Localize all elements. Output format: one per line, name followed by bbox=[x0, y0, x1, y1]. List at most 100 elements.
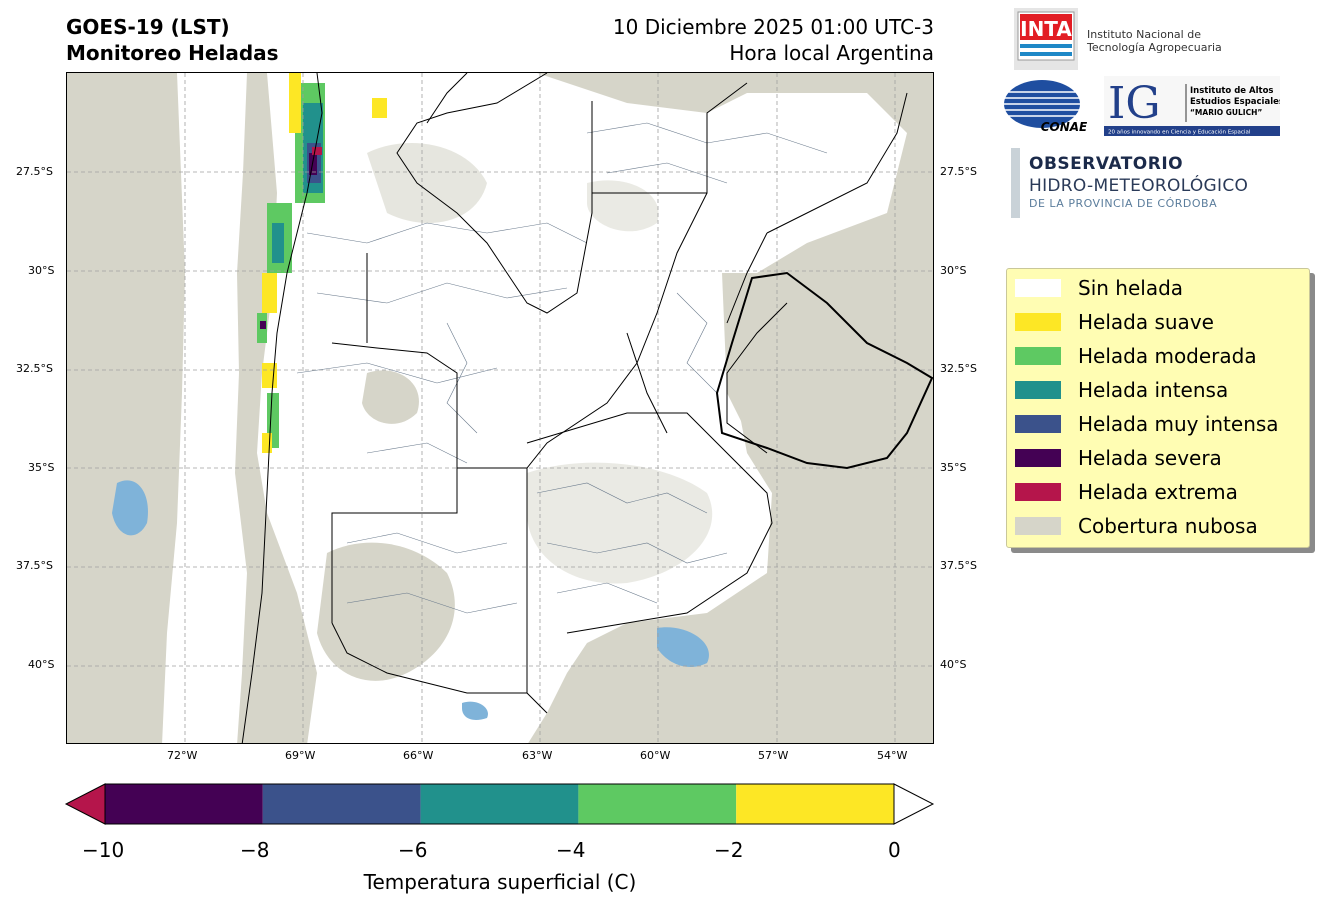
legend: Sin helada Helada suave Helada moderada … bbox=[1006, 268, 1310, 548]
legend-swatch-sin-helada bbox=[1015, 279, 1061, 297]
lat-tick-left-2: 30°S bbox=[28, 264, 55, 277]
legend-label-helada-suave: Helada suave bbox=[1078, 310, 1214, 334]
colorbar-tick-3: −6 bbox=[398, 838, 428, 862]
map-canvas bbox=[67, 73, 933, 743]
legend-label-sin-helada: Sin helada bbox=[1078, 276, 1184, 300]
title-line-1: GOES-19 (LST) bbox=[66, 15, 230, 39]
graticule bbox=[67, 73, 933, 743]
legend-label-helada-moderada: Helada moderada bbox=[1078, 344, 1257, 368]
legend-item-helada-suave: Helada suave bbox=[1015, 307, 1214, 337]
lon-tick-3: 66°W bbox=[403, 749, 434, 762]
cloud-patch-3 bbox=[527, 462, 713, 584]
colorbar-over-triangle bbox=[893, 783, 935, 825]
legend-swatch-helada-moderada bbox=[1015, 347, 1061, 365]
lat-tick-left-1: 27.5°S bbox=[16, 165, 53, 178]
observatorio-line2: HIDRO-METEOROLÓGICO bbox=[1029, 176, 1249, 196]
inta-logo-mark: INTA bbox=[1017, 11, 1075, 61]
colorbar-tick-5: −2 bbox=[714, 838, 744, 862]
lat-tick-right-1: 27.5°S bbox=[940, 165, 977, 178]
lat-tick-left-3: 32.5°S bbox=[16, 362, 53, 375]
observatorio-line1: OBSERVATORIO bbox=[1029, 154, 1184, 174]
colorbar-bin-1 bbox=[105, 784, 263, 824]
chart-title: GOES-19 (LST) Monitoreo Heladas bbox=[66, 14, 279, 66]
inta-logo: INTA bbox=[1014, 8, 1078, 70]
colorbar-label: Temperatura superficial (C) bbox=[363, 870, 637, 894]
colorbar-bin-4 bbox=[578, 784, 737, 824]
ig-tagline: 20 años innovando en Ciencia y Educación… bbox=[1108, 129, 1251, 136]
colorbar-tick-2: −8 bbox=[240, 838, 270, 862]
lat-tick-left-5: 37.5°S bbox=[16, 559, 53, 572]
colorbar-tick-1: −10 bbox=[82, 838, 125, 862]
water-east bbox=[657, 627, 709, 668]
lon-tick-4: 63°W bbox=[522, 749, 553, 762]
legend-item-helada-extrema: Helada extrema bbox=[1015, 477, 1238, 507]
observatorio-line3: DE LA PROVINCIA DE CÓRDOBA bbox=[1029, 197, 1218, 210]
legend-item-sin-helada: Sin helada bbox=[1015, 273, 1183, 303]
inta-mark-text: INTA bbox=[1020, 17, 1072, 41]
lat-tick-right-4: 35°S bbox=[940, 461, 967, 474]
legend-swatch-cobertura-nubosa bbox=[1015, 517, 1061, 535]
colorbar-frame bbox=[104, 783, 895, 825]
department-boundaries bbox=[296, 122, 828, 614]
legend-swatch-helada-extrema bbox=[1015, 483, 1061, 501]
lat-tick-left-4: 35°S bbox=[28, 461, 55, 474]
legend-item-helada-moderada: Helada moderada bbox=[1015, 341, 1257, 371]
ig-text-line1: Instituto de Altos bbox=[1190, 86, 1274, 96]
legend-item-cobertura-nubosa: Cobertura nubosa bbox=[1015, 511, 1258, 541]
legend-swatch-helada-suave bbox=[1015, 313, 1061, 331]
lon-tick-1: 72°W bbox=[167, 749, 198, 762]
title-line-2: Monitoreo Heladas bbox=[66, 41, 279, 65]
cloud-patch-1 bbox=[317, 542, 455, 681]
legend-swatch-helada-severa bbox=[1015, 449, 1061, 467]
colorbar bbox=[64, 783, 935, 825]
lat-tick-right-3: 32.5°S bbox=[940, 362, 977, 375]
province-boundaries bbox=[241, 73, 908, 743]
cloud-patch-uruguay bbox=[722, 273, 927, 493]
lat-tick-right-2: 30°S bbox=[940, 264, 967, 277]
legend-label-helada-muy-intensa: Helada muy intensa bbox=[1078, 412, 1279, 436]
lat-tick-right-6: 40°S bbox=[940, 658, 967, 671]
legend-label-helada-severa: Helada severa bbox=[1078, 446, 1222, 470]
colorbar-tick-4: −4 bbox=[556, 838, 586, 862]
observatorio-accent-bar bbox=[1011, 148, 1020, 218]
colorbar-bin-3 bbox=[420, 784, 579, 824]
colorbar-bin-2 bbox=[262, 784, 421, 824]
lat-tick-left-6: 40°S bbox=[28, 658, 55, 671]
frost-pixels bbox=[257, 73, 387, 453]
ig-text-line3: “MARIO GULICH” bbox=[1190, 108, 1262, 117]
colorbar-under-triangle bbox=[64, 783, 106, 825]
lon-tick-6: 57°W bbox=[758, 749, 789, 762]
legend-label-cobertura-nubosa: Cobertura nubosa bbox=[1078, 514, 1258, 538]
colorbar-tick-6: 0 bbox=[888, 838, 901, 862]
inta-name: Instituto Nacional de Tecnología Agropec… bbox=[1087, 28, 1222, 54]
cloud-patch-4 bbox=[367, 143, 487, 223]
conae-logo: CONAE bbox=[1004, 80, 1088, 134]
legend-label-helada-extrema: Helada extrema bbox=[1078, 480, 1238, 504]
lake-west bbox=[112, 480, 148, 536]
lat-tick-right-5: 37.5°S bbox=[940, 559, 977, 572]
timezone-label: Hora local Argentina bbox=[729, 41, 934, 65]
ig-logo: IG Instituto de Altos Estudios Espaciale… bbox=[1104, 76, 1284, 136]
legend-swatch-helada-muy-intensa bbox=[1015, 415, 1061, 433]
datetime-label: 10 Diciembre 2025 01:00 UTC-3 bbox=[612, 15, 934, 39]
ig-logo-mark: IG Instituto de Altos Estudios Espaciale… bbox=[1104, 78, 1284, 136]
conae-text: CONAE bbox=[1041, 120, 1088, 134]
cloud-patch-2 bbox=[362, 370, 419, 424]
water-south bbox=[462, 701, 488, 720]
lon-tick-5: 60°W bbox=[640, 749, 671, 762]
legend-item-helada-intensa: Helada intensa bbox=[1015, 375, 1228, 405]
legend-item-helada-severa: Helada severa bbox=[1015, 443, 1222, 473]
land-clear-west bbox=[162, 73, 247, 743]
legend-label-helada-intensa: Helada intensa bbox=[1078, 378, 1229, 402]
lon-tick-2: 69°W bbox=[285, 749, 316, 762]
ig-mark-text: IG bbox=[1108, 78, 1161, 129]
frost-map[interactable] bbox=[66, 72, 934, 744]
datetime-block: 10 Diciembre 2025 01:00 UTC-3 Hora local… bbox=[613, 14, 934, 66]
uruguay-border bbox=[715, 271, 933, 470]
legend-item-helada-muy-intensa: Helada muy intensa bbox=[1015, 409, 1279, 439]
legend-swatch-helada-intensa bbox=[1015, 381, 1061, 399]
lon-tick-7: 54°W bbox=[877, 749, 908, 762]
colorbar-bin-5 bbox=[736, 784, 894, 824]
inta-name-line1: Instituto Nacional de bbox=[1087, 28, 1201, 41]
inta-name-line2: Tecnología Agropecuaria bbox=[1087, 41, 1222, 54]
